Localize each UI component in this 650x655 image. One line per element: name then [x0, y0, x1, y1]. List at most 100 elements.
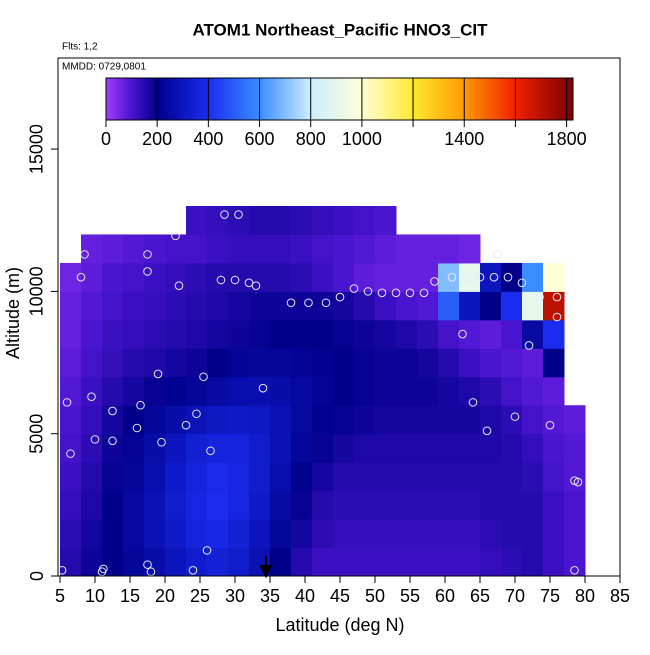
cell — [333, 234, 355, 264]
cell — [480, 490, 502, 520]
cell — [312, 519, 334, 549]
x-axis-label: Latitude (deg N) — [275, 615, 404, 635]
sample-point — [108, 406, 117, 416]
cell — [165, 462, 187, 492]
cell — [291, 206, 313, 235]
cell — [564, 433, 586, 463]
cell — [459, 319, 481, 349]
cell — [165, 547, 187, 577]
cell — [270, 490, 292, 520]
cell — [312, 490, 334, 520]
cell — [270, 405, 292, 435]
y-tick-label: 15000 — [27, 124, 47, 174]
cell — [438, 291, 460, 321]
cell — [417, 405, 439, 435]
sample-point — [132, 423, 142, 433]
cell — [165, 291, 187, 321]
cell — [522, 376, 544, 406]
cell — [60, 490, 82, 520]
x-tick-label: 45 — [330, 586, 350, 606]
cell — [438, 262, 460, 292]
sample-point — [482, 426, 492, 436]
cell — [123, 234, 145, 264]
cell — [480, 262, 502, 292]
cell — [522, 433, 544, 463]
cell — [165, 262, 187, 292]
cell — [186, 348, 208, 378]
cell — [522, 348, 544, 378]
x-tick-label: 5 — [55, 586, 65, 606]
cell — [438, 547, 460, 577]
cell — [396, 433, 418, 463]
cell — [228, 405, 250, 435]
cell — [207, 433, 229, 463]
cell — [564, 490, 586, 520]
cell — [102, 490, 124, 520]
x-tick-label: 10 — [85, 586, 105, 606]
cell — [522, 490, 544, 520]
cell — [270, 376, 292, 406]
cell — [375, 234, 397, 264]
cell — [186, 234, 208, 264]
cell — [249, 433, 271, 463]
cell — [375, 405, 397, 435]
sample-point — [475, 272, 485, 282]
cell — [228, 547, 250, 577]
cell — [375, 433, 397, 463]
cell — [438, 519, 460, 549]
cell — [60, 462, 82, 492]
cell — [186, 433, 208, 463]
cell — [333, 262, 355, 292]
x-tick-label: 55 — [400, 586, 420, 606]
cell — [81, 234, 103, 264]
sample-point — [157, 437, 166, 447]
cell — [144, 405, 166, 435]
cell — [228, 462, 250, 492]
cell — [354, 348, 376, 378]
cell — [543, 376, 565, 406]
x-tick-label: 15 — [120, 586, 140, 606]
sample-point — [430, 277, 439, 286]
cell — [543, 519, 565, 549]
cell — [396, 547, 418, 577]
cell — [522, 291, 544, 321]
cell — [333, 433, 355, 463]
cell — [186, 519, 208, 549]
cell — [459, 519, 481, 549]
cell — [333, 405, 355, 435]
cell — [144, 376, 166, 406]
cell — [312, 405, 334, 435]
cell — [186, 462, 208, 492]
cell — [354, 462, 376, 492]
cell — [81, 319, 103, 349]
cell — [480, 291, 502, 321]
sample-point — [66, 449, 75, 458]
cell — [249, 319, 271, 349]
cell — [60, 547, 82, 577]
cell — [249, 291, 271, 321]
cell — [186, 376, 208, 406]
cell — [438, 433, 460, 463]
cell — [333, 376, 355, 406]
cell — [396, 519, 418, 549]
cell — [123, 376, 145, 406]
cell — [312, 547, 334, 577]
cell — [438, 234, 460, 264]
sample-point — [419, 288, 429, 298]
cell — [459, 376, 481, 406]
x-tick-label: 80 — [575, 586, 595, 606]
cell — [207, 490, 229, 520]
cell — [354, 547, 376, 577]
colorbar-gradient — [105, 77, 574, 121]
cell — [333, 462, 355, 492]
cell — [459, 547, 481, 577]
cell — [438, 490, 460, 520]
cell — [417, 433, 439, 463]
cell — [417, 234, 439, 264]
sample-point — [552, 312, 562, 322]
sample-point — [220, 210, 229, 219]
sample-point — [510, 412, 520, 421]
sample-point — [535, 292, 544, 302]
x-tick-label: 35 — [260, 586, 280, 606]
sample-point — [468, 398, 478, 407]
